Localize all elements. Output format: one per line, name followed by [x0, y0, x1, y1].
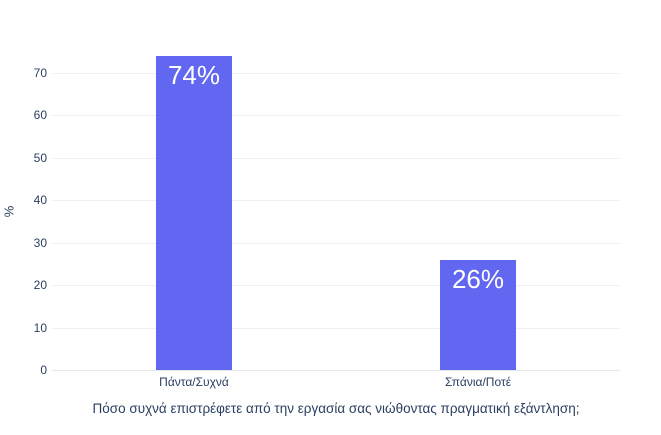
x-axis-zeroline — [52, 370, 620, 371]
bar[interactable]: 26% — [440, 259, 516, 370]
gridline — [52, 200, 620, 202]
gridline — [52, 157, 620, 159]
y-axis-tick-label: 0 — [40, 363, 47, 377]
y-axis-tick-label: 10 — [33, 320, 47, 335]
gridline — [52, 242, 620, 244]
bar-value-label: 26% — [451, 263, 505, 294]
y-axis-tick-label: 70 — [33, 65, 47, 80]
x-axis-tick-label: Σπάνια/Ποτέ — [444, 375, 512, 389]
bar-value-label: 74% — [167, 59, 221, 90]
x-axis-tick-label: Πάντα/Συχνά — [159, 375, 229, 389]
y-axis-tick-label: 60 — [33, 108, 47, 123]
bar[interactable]: 74% — [156, 55, 232, 370]
y-axis-title: % — [1, 205, 17, 218]
y-axis-tick-label: 30 — [33, 235, 47, 250]
y-axis-tick-label: 50 — [33, 150, 47, 165]
gridline — [52, 327, 620, 329]
gridline — [52, 115, 620, 117]
gridline — [52, 72, 620, 74]
gridline — [52, 285, 620, 287]
y-axis-tick-label: 20 — [33, 278, 47, 293]
y-axis-tick-label: 40 — [33, 193, 47, 208]
x-axis-title: Πόσο συχνά επιστρέφετε από την εργασία σ… — [92, 401, 580, 416]
